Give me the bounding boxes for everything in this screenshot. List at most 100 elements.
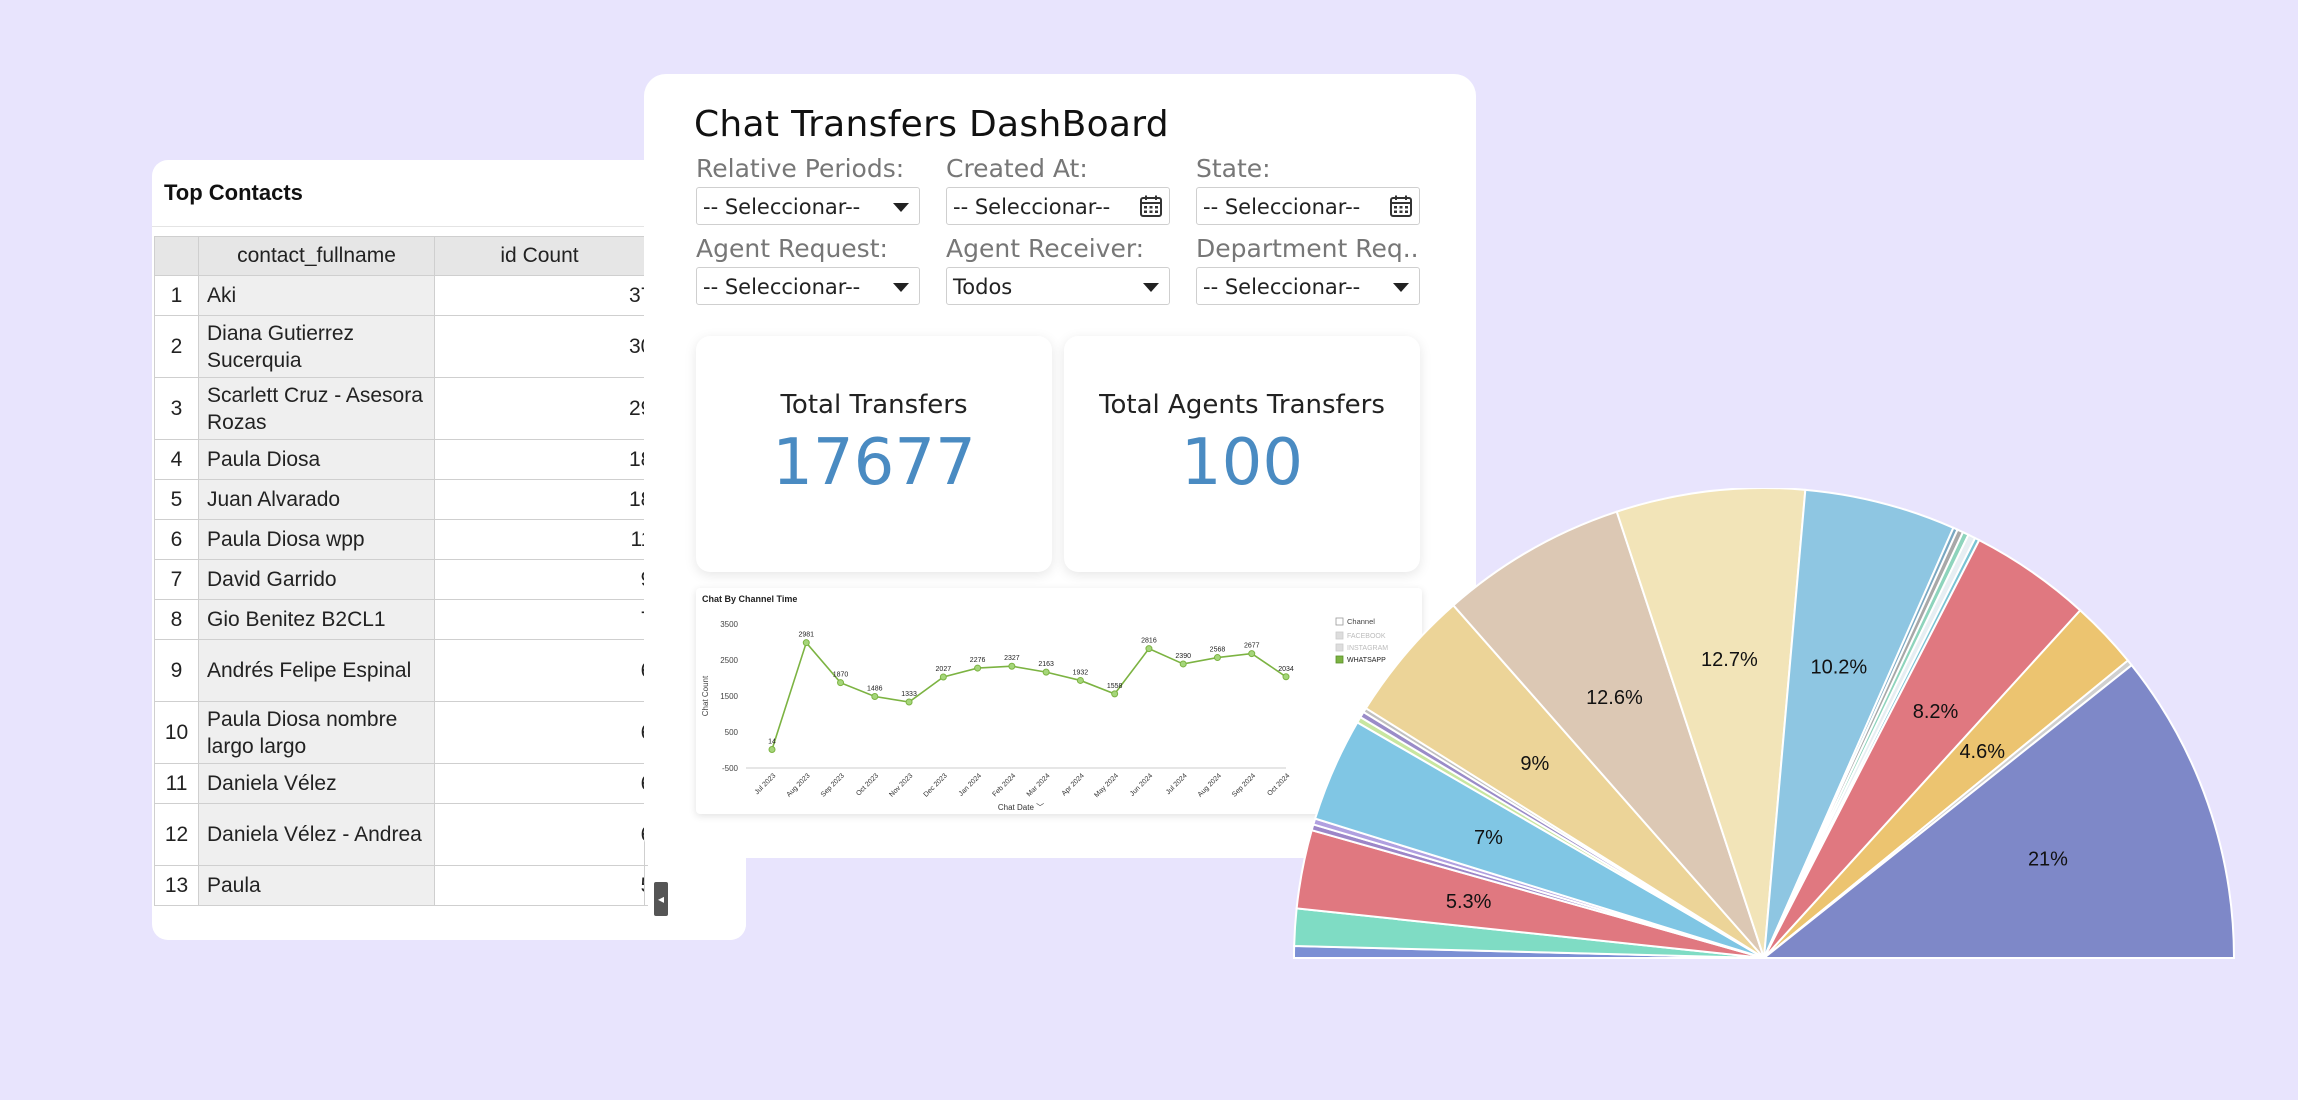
filter-select[interactable]: -- Seleccionar-- — [696, 187, 920, 225]
data-label: 1870 — [833, 672, 849, 679]
column-header-contact-fullname[interactable]: contact_fullname — [198, 236, 435, 276]
id-count-value: 65 — [641, 772, 644, 795]
dashboard-panel: Chat Transfers DashBoard Relative Period… — [644, 74, 1476, 858]
calendar-icon[interactable] — [1389, 194, 1413, 218]
data-point — [1213, 654, 1221, 662]
contact-name-cell: Juan Alvarado — [198, 479, 435, 520]
data-point — [768, 745, 776, 753]
row-index: 4 — [154, 439, 199, 480]
data-point — [1179, 660, 1187, 668]
legend-title: Channel — [1347, 617, 1375, 626]
filter-select[interactable]: Todos — [946, 267, 1170, 305]
y-tick-label: 2500 — [720, 656, 738, 665]
id-count-cell: 294 — [434, 377, 645, 440]
id-count-value: 66 — [641, 659, 644, 682]
filter-value: -- Seleccionar-- — [953, 195, 1111, 219]
data-point — [871, 693, 879, 701]
filter-select[interactable]: -- Seleccionar-- — [1196, 187, 1420, 225]
row-index: 8 — [154, 599, 199, 640]
y-tick-label: -500 — [722, 764, 739, 773]
contact-name-cell: Paula Diosa wpp — [198, 519, 435, 560]
y-axis-label: Chat Count — [701, 675, 710, 716]
id-count-value: 294 — [628, 396, 644, 420]
chevron-down-icon[interactable] — [893, 203, 909, 212]
filter-select[interactable]: -- Seleccionar-- — [1196, 267, 1420, 305]
x-tick-label: Jul 2024 — [1165, 772, 1189, 796]
legend-checkbox — [1335, 643, 1344, 652]
pie-slice-label: 4.6% — [1959, 741, 2005, 763]
id-count-value: 373 — [628, 283, 644, 307]
row-index: 11 — [154, 763, 199, 804]
row-index: 6 — [154, 519, 199, 560]
x-axis-label: Chat Date ﹀ — [998, 803, 1044, 812]
stat-value: 100 — [1180, 426, 1304, 500]
id-count-value: 79 — [641, 608, 644, 631]
x-tick-label: Aug 2024 — [1197, 772, 1223, 798]
filter-label: State: — [1196, 154, 1271, 183]
filter-department-req: Department Req... -- Seleccionar-- — [1196, 234, 1420, 305]
id-count-cell: 65 — [434, 763, 645, 804]
x-tick-label: Sep 2024 — [1231, 772, 1257, 798]
filter-value: -- Seleccionar-- — [703, 195, 861, 219]
column-header-id-count[interactable]: id Count — [434, 236, 645, 276]
pie-slice-label: 9% — [1520, 753, 1549, 775]
id-count-cell: 57 — [434, 865, 645, 906]
chevron-down-icon[interactable] — [893, 283, 909, 292]
data-label: 2327 — [1004, 655, 1020, 662]
id-count-cell: 79 — [434, 599, 645, 640]
calendar-icon[interactable] — [1139, 194, 1163, 218]
contact-name-cell: David Garrido — [198, 559, 435, 600]
id-count-cell: 66 — [434, 639, 645, 702]
contact-name-cell: Paula Diosa nombre largo largo — [198, 701, 435, 764]
filter-value: Todos — [953, 275, 1013, 299]
filter-label: Relative Periods: — [696, 154, 905, 183]
contact-name-cell: Aki — [198, 275, 435, 316]
stat-value: 17677 — [772, 426, 976, 500]
top-contacts-table: contact_fullname id Count ↑ 1Aki3732Dian… — [154, 236, 697, 906]
data-point — [1145, 645, 1153, 653]
id-count-cell: 303 — [434, 315, 645, 378]
chevron-down-icon[interactable] — [1393, 283, 1409, 292]
data-label: 2034 — [1278, 666, 1294, 673]
filter-relative-periods: Relative Periods: -- Seleccionar-- — [696, 154, 920, 225]
stat-card-total-agents-transfers: Total Agents Transfers 100 — [1064, 336, 1420, 572]
x-tick-label: Jun 2024 — [1129, 772, 1154, 797]
filter-agent-request: Agent Request: -- Seleccionar-- — [696, 234, 920, 305]
filter-label: Created At: — [946, 154, 1088, 183]
data-label: 2390 — [1175, 653, 1191, 660]
id-count-value: 187 — [628, 447, 644, 471]
pie-slice — [1451, 510, 1765, 959]
series-line-whatsapp — [771, 641, 1287, 750]
filter-label: Agent Receiver: — [946, 234, 1145, 263]
x-tick-label: Oct 2023 — [855, 772, 880, 797]
scrollbar-toggle-icon[interactable]: ◂ — [654, 882, 668, 916]
divider — [152, 226, 746, 227]
pie-slice — [1615, 488, 1807, 959]
data-point — [974, 664, 982, 672]
id-count-cell: 92 — [434, 559, 645, 600]
filter-select[interactable]: -- Seleccionar-- — [946, 187, 1170, 225]
chevron-down-icon[interactable] — [1143, 283, 1159, 292]
index-header — [154, 236, 199, 276]
contact-name-cell: Scarlett Cruz - Asesora Rozas — [198, 377, 435, 440]
data-point — [905, 698, 913, 706]
y-tick-label: 1500 — [720, 692, 738, 701]
id-count-value: 65 — [641, 721, 644, 744]
x-tick-label: Mar 2024 — [1026, 772, 1052, 798]
id-count-cell: 373 — [434, 275, 645, 316]
filter-select[interactable]: -- Seleccionar-- — [696, 267, 920, 305]
row-index: 2 — [154, 315, 199, 378]
x-tick-label: Feb 2024 — [991, 772, 1017, 798]
id-count-cell: 187 — [434, 439, 645, 480]
semicircle-pie-chart: 5.3% 7% 9% 12.6% 12.7% 10.2% 8.2%4.6% 21% — [1292, 488, 2236, 959]
stat-label: Total Agents Transfers — [1099, 390, 1385, 420]
pie-slice-label: 10.2% — [1810, 657, 1867, 679]
